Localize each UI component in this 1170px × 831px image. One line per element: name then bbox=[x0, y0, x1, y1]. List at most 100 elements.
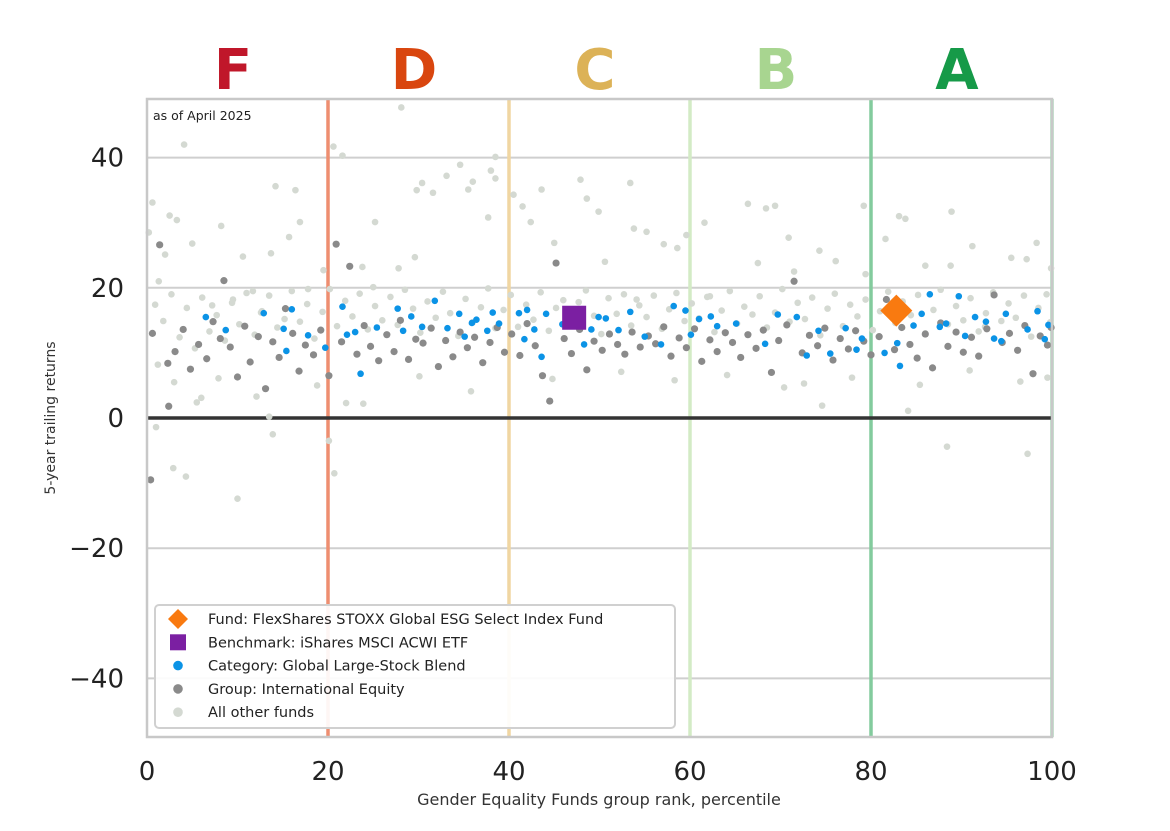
category-point bbox=[803, 352, 811, 359]
other-fund-point bbox=[816, 247, 823, 254]
other-fund-point bbox=[549, 375, 556, 383]
other-fund-point bbox=[359, 400, 367, 407]
group-point bbox=[412, 335, 420, 343]
other-fund-point bbox=[1012, 314, 1020, 322]
other-fund-point bbox=[633, 296, 640, 303]
other-fund-point bbox=[168, 291, 175, 298]
category-point bbox=[910, 322, 917, 329]
group-point bbox=[346, 262, 354, 270]
other-fund-point bbox=[155, 277, 163, 285]
category-point bbox=[595, 313, 602, 321]
other-fund-point bbox=[605, 294, 612, 302]
other-fund-point bbox=[510, 191, 517, 198]
category-point bbox=[858, 335, 866, 342]
group-point bbox=[179, 325, 187, 334]
category-point bbox=[842, 324, 849, 332]
group-point bbox=[1029, 370, 1037, 378]
other-fund-point bbox=[320, 266, 327, 274]
other-fund-point bbox=[982, 309, 990, 317]
category-point bbox=[774, 311, 782, 318]
other-fund-point bbox=[583, 195, 591, 202]
other-fund-point bbox=[267, 249, 275, 257]
category-point bbox=[1002, 310, 1010, 318]
group-point bbox=[233, 373, 242, 381]
category-point bbox=[982, 318, 990, 325]
group-point bbox=[767, 368, 776, 377]
other-fund-point bbox=[832, 257, 840, 265]
other-fund-point bbox=[311, 335, 318, 342]
other-fund-point bbox=[613, 310, 620, 318]
x-tick-label: 80 bbox=[854, 757, 887, 787]
y-tick-label: 20 bbox=[91, 274, 124, 304]
other-fund-point bbox=[643, 313, 650, 321]
group-point bbox=[156, 241, 164, 249]
group-point bbox=[721, 329, 729, 337]
other-fund-point bbox=[339, 152, 346, 159]
other-fund-point bbox=[1023, 255, 1030, 263]
other-fund-point bbox=[683, 231, 690, 239]
group-point bbox=[713, 347, 721, 356]
other-fund-point bbox=[726, 287, 734, 295]
group-point bbox=[404, 355, 413, 364]
other-fund-point bbox=[749, 311, 756, 318]
other-fund-point bbox=[790, 268, 798, 275]
other-fund-point bbox=[575, 298, 582, 306]
other-fund-point bbox=[846, 301, 854, 309]
group-point bbox=[427, 324, 435, 332]
other-fund-point bbox=[650, 292, 658, 299]
other-fund-point bbox=[627, 322, 635, 329]
group-point bbox=[301, 341, 309, 349]
other-fund-point bbox=[411, 253, 419, 261]
group-point bbox=[1005, 329, 1014, 337]
other-fund-point bbox=[371, 218, 379, 226]
category-point bbox=[893, 339, 901, 347]
other-fund-point bbox=[464, 186, 472, 193]
other-fund-point bbox=[862, 270, 869, 278]
other-fund-point bbox=[330, 143, 337, 150]
other-fund-point bbox=[545, 327, 553, 335]
group-point bbox=[598, 346, 606, 354]
other-fund-point bbox=[630, 225, 638, 232]
other-fund-point bbox=[756, 292, 763, 300]
other-fund-point bbox=[166, 212, 173, 219]
other-fund-point bbox=[369, 283, 377, 291]
category-point bbox=[670, 302, 678, 310]
group-point bbox=[652, 340, 660, 348]
category-point bbox=[260, 309, 268, 317]
other-fund-point bbox=[272, 182, 279, 190]
group-point bbox=[226, 343, 234, 351]
category-point bbox=[588, 326, 595, 333]
category-point bbox=[495, 320, 503, 327]
other-fund-point bbox=[249, 287, 257, 295]
other-fund-point bbox=[711, 328, 718, 336]
other-fund-point bbox=[176, 333, 183, 341]
group-point bbox=[463, 344, 471, 352]
legend-marker bbox=[168, 609, 188, 629]
group-point bbox=[636, 343, 644, 351]
category-point bbox=[641, 333, 649, 340]
other-fund-point bbox=[217, 222, 225, 230]
group-point bbox=[241, 322, 249, 330]
group-point bbox=[852, 327, 860, 335]
group-point bbox=[261, 385, 270, 393]
group-point bbox=[366, 342, 375, 350]
group-point bbox=[744, 331, 752, 339]
group-point bbox=[419, 339, 427, 347]
category-point bbox=[202, 313, 210, 321]
other-fund-point bbox=[550, 239, 558, 247]
data-points bbox=[145, 104, 1055, 503]
other-fund-point bbox=[265, 292, 273, 299]
group-point bbox=[560, 334, 568, 343]
other-fund-point bbox=[522, 301, 530, 309]
group-point bbox=[614, 340, 622, 349]
category-point bbox=[283, 347, 290, 355]
category-point bbox=[695, 315, 703, 323]
other-fund-point bbox=[304, 285, 312, 293]
group-point bbox=[821, 324, 829, 332]
y-tick-label: −20 bbox=[69, 534, 124, 564]
other-fund-point bbox=[215, 374, 222, 382]
legend-label: All other funds bbox=[208, 705, 314, 721]
other-fund-point bbox=[701, 219, 708, 226]
other-fund-point bbox=[446, 309, 454, 317]
